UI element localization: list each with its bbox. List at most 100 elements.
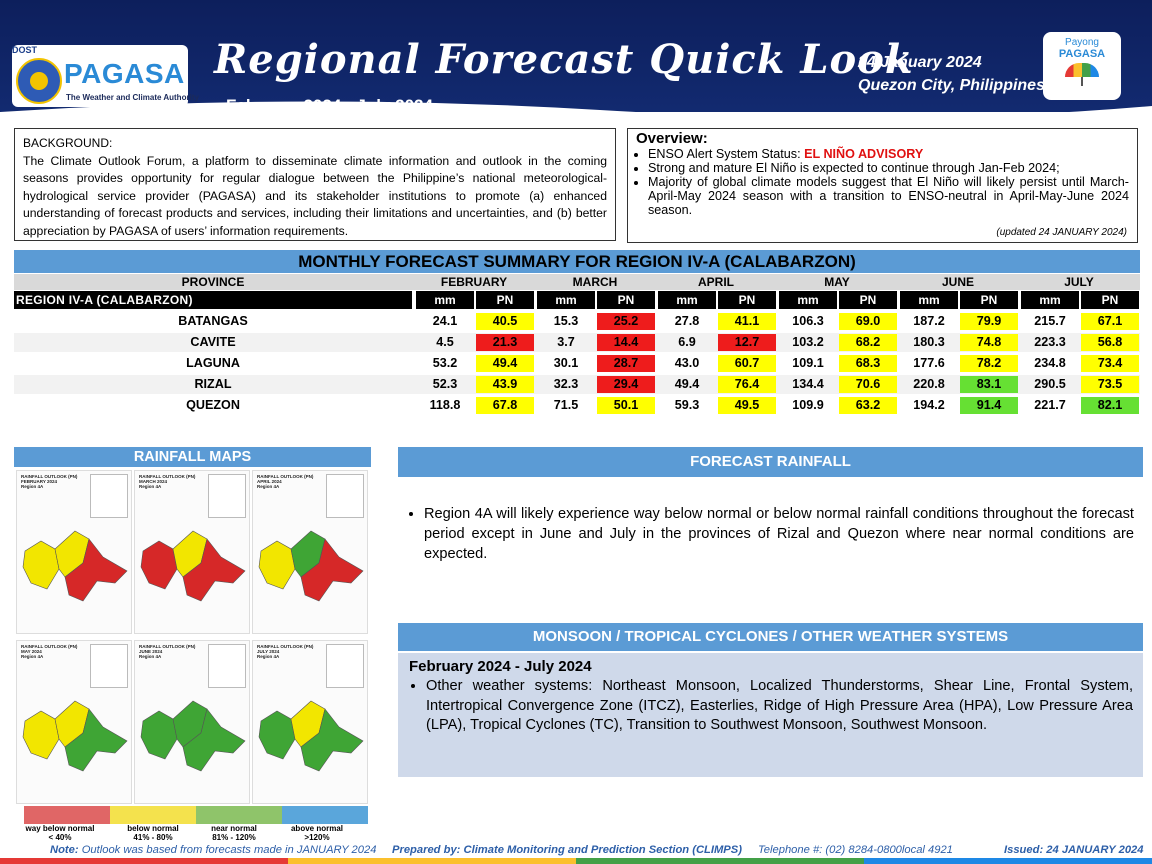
month-header: FEBRUARY [440, 275, 508, 289]
mm-cell: 194.2 [913, 398, 945, 412]
philippines-inset-map [90, 474, 128, 518]
mm-cell: 106.3 [792, 314, 824, 328]
mm-cell: 59.3 [674, 398, 700, 412]
legend-swatch [110, 806, 196, 824]
unit-pn: PN [718, 291, 776, 309]
table-row: RIZAL 52.3 43.9 32.3 29.4 49.4 76.4 134.4 70.6 22… [14, 375, 1140, 394]
mm-cell: 215.7 [1034, 314, 1066, 328]
legend-label: near normal 81% - 120% [188, 824, 280, 842]
philippines-inset-map [208, 474, 246, 518]
mm-cell: 187.2 [913, 314, 945, 328]
rainfall-map: RAINFALL OUTLOOK (PN) JUNE 2024 Region 4… [134, 640, 250, 804]
map-caption: RAINFALL OUTLOOK (PN) FEBRUARY 2024 Regi… [21, 474, 78, 489]
issue-date: 24 January 2024 [858, 54, 982, 71]
philippines-inset-map [326, 644, 364, 688]
mm-cell: 177.6 [913, 356, 945, 370]
legend-range: 41% - 80% [133, 833, 173, 842]
legend-category: above normal [290, 824, 343, 833]
pn-cell: 73.4 [1081, 355, 1139, 372]
table-row: BATANGAS 24.1 40.5 15.3 25.2 27.8 41.1 106.3 69.… [14, 312, 1140, 331]
rainfall-legend-strip [24, 806, 370, 824]
mm-cell: 6.9 [678, 335, 696, 349]
footer-telephone: Telephone #: (02) 8284-0800local 4921 [758, 844, 953, 856]
legend-range: 81% - 120% [212, 833, 256, 842]
umbrella-icon [1065, 63, 1099, 77]
header-wave [0, 101, 1152, 128]
pn-cell: 50.1 [597, 397, 655, 414]
legend-label: above normal >120% [271, 824, 363, 842]
monsoon-period: February 2024 - July 2024 [409, 658, 592, 675]
page-title: Regional Forecast Quick Look [214, 36, 914, 83]
region-map-shape [22, 700, 128, 772]
province-cell: CAVITE [190, 335, 236, 349]
region-map-shape [258, 700, 364, 772]
agency-subtitle: The Weather and Climate Authority [66, 93, 199, 102]
mm-cell: 223.3 [1034, 335, 1066, 349]
region-label: REGION IV-A (CALABARZON) [14, 291, 412, 309]
rainfall-maps-grid: RAINFALL OUTLOOK (PN) FEBRUARY 2024 Regi… [14, 468, 371, 804]
pn-cell: 49.5 [718, 397, 776, 414]
header-band [0, 0, 1152, 112]
footer-prepared: Prepared by: Climate Monitoring and Pred… [392, 844, 742, 856]
unit-mm: mm [537, 291, 595, 309]
mm-cell: 221.7 [1034, 398, 1066, 412]
pn-cell: 73.5 [1081, 376, 1139, 393]
map-caption: RAINFALL OUTLOOK (PN) MARCH 2024 Region … [139, 474, 196, 489]
forecast-period: February 2024 - July 2024 [226, 96, 433, 115]
map-caption: RAINFALL OUTLOOK (PN) APRIL 2024 Region … [257, 474, 314, 489]
unit-mm: mm [779, 291, 837, 309]
province-cell: RIZAL [194, 377, 232, 391]
mm-cell: 53.2 [432, 356, 458, 370]
overview-title: Overview: [636, 130, 708, 147]
philippines-inset-map [90, 644, 128, 688]
pn-cell: 76.4 [718, 376, 776, 393]
background-title: BACKGROUND: [23, 136, 113, 150]
unit-pn: PN [839, 291, 897, 309]
rainfall-map: RAINFALL OUTLOOK (PN) MARCH 2024 Region … [134, 470, 250, 634]
unit-mm: mm [416, 291, 474, 309]
footer-color-bar [0, 858, 1152, 864]
overview-list: ENSO Alert System Status: EL NIÑO ADVISO… [636, 147, 1129, 217]
pn-cell: 60.7 [718, 355, 776, 372]
legend-range: < 40% [48, 833, 72, 842]
unit-pn: PN [1081, 291, 1139, 309]
pn-cell: 68.2 [839, 334, 897, 351]
rainfall-map: RAINFALL OUTLOOK (PN) FEBRUARY 2024 Regi… [16, 470, 132, 634]
pn-cell: 79.9 [960, 313, 1018, 330]
month-header: APRIL [698, 275, 734, 289]
monsoon-item: Other weather systems: Northeast Monsoon… [426, 677, 1133, 736]
province-cell: BATANGAS [178, 314, 248, 328]
pn-cell: 68.3 [839, 355, 897, 372]
pn-cell: 14.4 [597, 334, 655, 351]
header: DOST PAGASA The Weather and Climate Auth… [0, 0, 1152, 128]
payong-pagasa-label: PAGASA [1058, 48, 1106, 60]
legend-swatch [282, 806, 368, 824]
legend-range: >120% [304, 833, 330, 842]
mm-cell: 4.5 [436, 335, 454, 349]
unit-mm: mm [900, 291, 958, 309]
mm-cell: 118.8 [429, 398, 461, 412]
mm-cell: 180.3 [913, 335, 945, 349]
pn-cell: 82.1 [1081, 397, 1139, 414]
mm-cell: 32.3 [553, 377, 579, 391]
mm-cell: 290.5 [1034, 377, 1066, 391]
footer-note-text: Outlook was based from forecasts made in… [78, 844, 377, 856]
monsoon-title: MONSOON / TROPICAL CYCLONES / OTHER WEAT… [398, 623, 1143, 651]
province-header: PROVINCE [181, 275, 245, 289]
philippines-inset-map [208, 644, 246, 688]
pn-cell: 67.1 [1081, 313, 1139, 330]
pn-cell: 78.2 [960, 355, 1018, 372]
pn-cell: 29.4 [597, 376, 655, 393]
legend-swatch [196, 806, 282, 824]
mm-cell: 24.1 [432, 314, 458, 328]
month-header: JUNE [941, 275, 974, 289]
region-map-shape [140, 700, 246, 772]
enso-status: EL NIÑO ADVISORY [804, 147, 924, 161]
legend-category: near normal [211, 824, 257, 833]
province-cell: QUEZON [186, 398, 240, 412]
pn-cell: 41.1 [718, 313, 776, 330]
payong-label: Payong [1065, 37, 1099, 48]
pn-cell: 49.4 [476, 355, 534, 372]
month-header: MARCH [572, 275, 618, 289]
legend-category: below normal [127, 824, 179, 833]
